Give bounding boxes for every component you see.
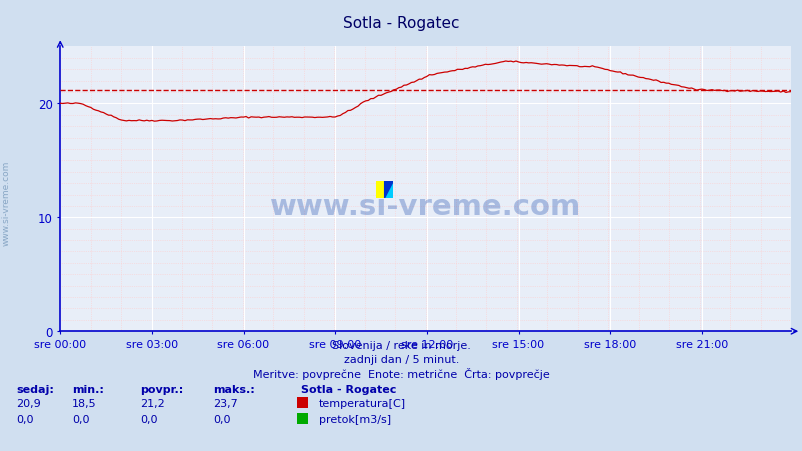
Text: 0,0: 0,0: [72, 414, 90, 423]
Text: 21,2: 21,2: [140, 398, 165, 408]
Text: maks.:: maks.:: [213, 384, 254, 394]
Text: www.si-vreme.com: www.si-vreme.com: [2, 161, 11, 245]
Text: www.si-vreme.com: www.si-vreme.com: [269, 193, 581, 221]
Text: Slovenija / reke in morje.: Slovenija / reke in morje.: [332, 341, 470, 350]
Polygon shape: [384, 181, 393, 198]
Polygon shape: [384, 181, 393, 198]
Text: Sotla - Rogatec: Sotla - Rogatec: [301, 384, 396, 394]
Text: 0,0: 0,0: [213, 414, 230, 423]
Text: povpr.:: povpr.:: [140, 384, 184, 394]
Text: 18,5: 18,5: [72, 398, 97, 408]
Text: pretok[m3/s]: pretok[m3/s]: [318, 414, 391, 423]
Text: 0,0: 0,0: [140, 414, 158, 423]
Text: Meritve: povprečne  Enote: metrične  Črta: povprečje: Meritve: povprečne Enote: metrične Črta:…: [253, 368, 549, 380]
Text: Sotla - Rogatec: Sotla - Rogatec: [342, 16, 460, 31]
Text: temperatura[C]: temperatura[C]: [318, 398, 405, 408]
Text: zadnji dan / 5 minut.: zadnji dan / 5 minut.: [343, 354, 459, 364]
Text: sedaj:: sedaj:: [16, 384, 54, 394]
Text: 0,0: 0,0: [16, 414, 34, 423]
Text: min.:: min.:: [72, 384, 104, 394]
Text: 20,9: 20,9: [16, 398, 41, 408]
Text: 23,7: 23,7: [213, 398, 237, 408]
